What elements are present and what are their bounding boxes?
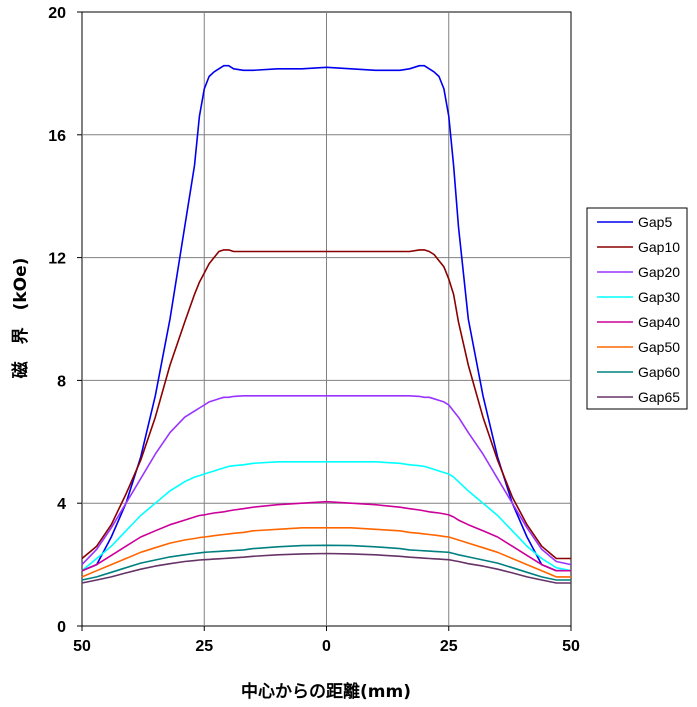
x-axis-ticks: 50 25 0 25 50 xyxy=(73,626,580,655)
series-line-gap40 xyxy=(81,500,571,572)
x-axis-title: 中心からの距離(mm) xyxy=(241,681,411,702)
series-lines xyxy=(81,64,572,584)
legend-label: Gap10 xyxy=(638,239,680,255)
gridlines xyxy=(82,12,571,626)
series-line-gap10 xyxy=(81,249,571,560)
series-line-gap60 xyxy=(81,544,571,581)
legend-items: Gap5 Gap10 Gap20 Gap30 Gap40 Gap50 Gap60 Gap65 xyxy=(597,214,680,405)
legend-label: Gap30 xyxy=(638,289,680,305)
y-tick-label: 8 xyxy=(57,373,66,390)
y-tick-label: 20 xyxy=(48,5,66,22)
x-tick-label: 0 xyxy=(322,638,331,655)
legend-label: Gap65 xyxy=(638,389,680,405)
y-tick-label: 12 xyxy=(48,251,66,268)
y-axis-title: 磁 界 (kOe) xyxy=(10,258,31,379)
x-tick-label: 50 xyxy=(562,638,580,655)
y-tick-label: 16 xyxy=(48,128,66,145)
legend-label: Gap50 xyxy=(638,339,680,355)
series-line-gap5 xyxy=(81,64,571,572)
x-tick-label: 25 xyxy=(195,638,213,655)
legend-label: Gap20 xyxy=(638,264,680,280)
x-tick-label: 50 xyxy=(73,638,91,655)
legend-label: Gap60 xyxy=(638,364,680,380)
series-line-gap30 xyxy=(81,460,572,572)
series-line-gap65 xyxy=(81,552,571,584)
series-line-gap20 xyxy=(81,394,572,566)
series-line-gap50 xyxy=(81,526,571,578)
y-tick-label: 0 xyxy=(57,619,66,636)
y-tick-label: 4 xyxy=(57,496,66,513)
x-tick-label: 25 xyxy=(440,638,458,655)
legend-box xyxy=(586,207,688,410)
legend: Gap5 Gap10 Gap20 Gap30 Gap40 Gap50 Gap60 Gap65 xyxy=(586,207,688,410)
legend-label: Gap40 xyxy=(638,314,680,330)
y-axis-ticks: 0 4 8 12 16 20 xyxy=(48,5,82,636)
legend-label: Gap5 xyxy=(638,214,672,230)
